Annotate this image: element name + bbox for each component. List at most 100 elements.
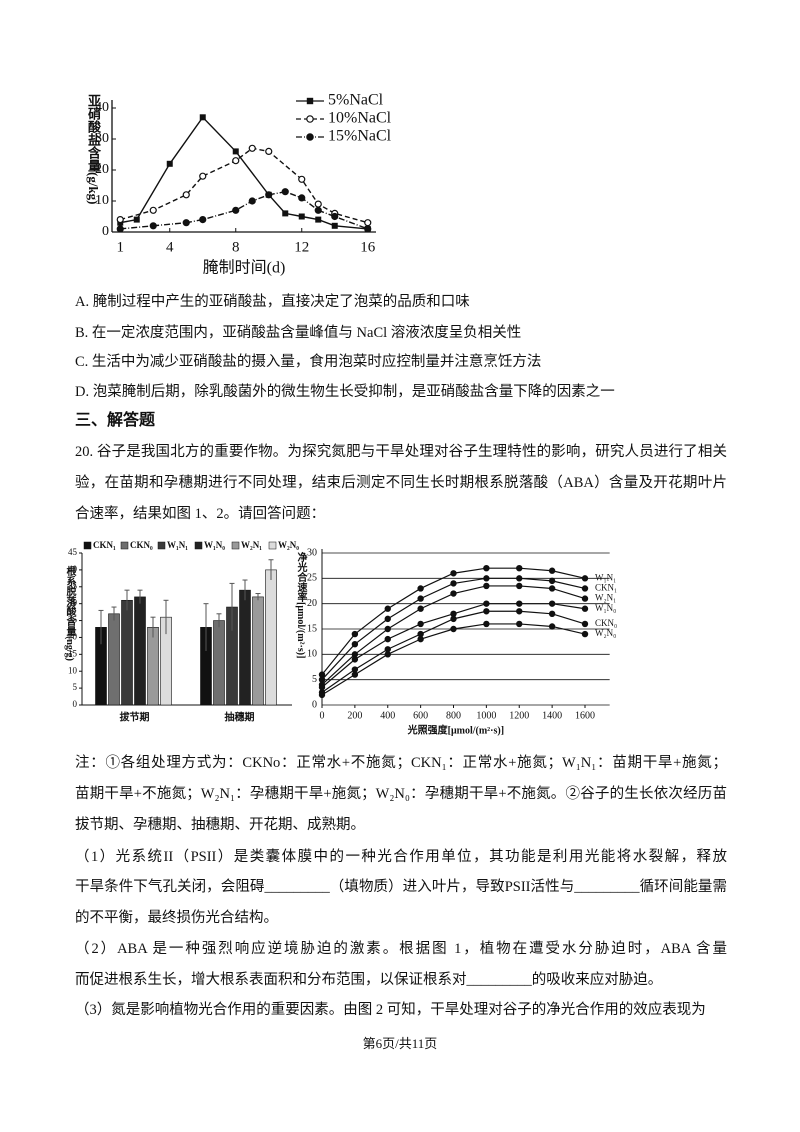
y-tick-label: 20 xyxy=(307,598,317,609)
marker xyxy=(450,625,457,633)
marker xyxy=(483,565,490,572)
marker xyxy=(384,646,391,653)
text-line: 而促进根系生长，增大根系表面积和分布范围，以保证根系对_________的吸收来… xyxy=(75,972,663,988)
x-tick-label: 4 xyxy=(166,239,174,255)
y-tick-label: 0 xyxy=(102,224,109,239)
marker xyxy=(581,595,589,602)
marker xyxy=(182,191,190,199)
y-tick-label: 30 xyxy=(68,598,78,608)
marker xyxy=(282,210,289,217)
x-tick-label: 1200 xyxy=(509,710,529,721)
bar xyxy=(239,589,251,706)
legend-label: 5%NaCl xyxy=(328,92,384,109)
marker xyxy=(384,635,391,643)
marker xyxy=(298,194,306,202)
y-tick-label: 5 xyxy=(73,682,78,692)
marker xyxy=(314,200,322,208)
marker xyxy=(298,213,305,220)
marker xyxy=(417,585,424,592)
marker xyxy=(351,666,359,673)
marker xyxy=(281,188,289,196)
legend-label: W₂N₀ xyxy=(278,540,299,550)
marker xyxy=(384,615,391,623)
marker xyxy=(483,608,490,615)
text-line: 合速率，结果如图 1、2。请回答问题： xyxy=(75,506,326,522)
x-tick-label: 16 xyxy=(360,239,376,255)
marker xyxy=(417,595,424,602)
marker xyxy=(384,625,391,633)
marker xyxy=(315,216,322,223)
marker xyxy=(182,219,190,227)
y-tick-label: 25 xyxy=(68,615,78,625)
x-tick-label: 8 xyxy=(232,239,240,255)
marker xyxy=(417,620,424,628)
marker xyxy=(450,570,457,577)
marker xyxy=(417,605,424,612)
marker xyxy=(133,216,140,223)
legend-swatch xyxy=(157,541,166,550)
legend-label: W₁N₁ xyxy=(167,540,188,550)
marker xyxy=(516,608,523,615)
y-tick-label: 10 xyxy=(307,649,317,660)
section-title: 三、解答题 xyxy=(75,412,156,429)
text-line: 干旱条件下气孔关闭，会阻碍_________（填物质）进入叶片，导致PSII活性… xyxy=(75,879,727,895)
marker xyxy=(248,197,256,205)
option: D. 泡菜腌制后期，除乳酸菌外的微生物生长受抑制，是亚硝酸盐含量下降的因素之一 xyxy=(75,384,615,400)
x-tick-label: 1400 xyxy=(542,710,562,721)
marker xyxy=(306,133,314,141)
legend-label: 10%NaCl xyxy=(328,110,392,127)
y-tick-label: 5 xyxy=(312,674,317,685)
marker xyxy=(199,114,206,121)
marker xyxy=(351,656,359,663)
x-tick-label: 0 xyxy=(320,710,325,721)
legend-label: W₂N₁ xyxy=(241,540,262,550)
marker xyxy=(199,216,207,224)
bar xyxy=(121,599,133,706)
series-label: W₂N₀ xyxy=(595,628,616,638)
marker xyxy=(318,691,326,699)
marker xyxy=(450,580,457,587)
y-tick-label: 40 xyxy=(68,564,78,574)
marker xyxy=(116,225,124,233)
marker xyxy=(318,676,326,683)
marker xyxy=(149,206,157,214)
legend-swatch xyxy=(231,541,240,550)
marker xyxy=(384,605,391,612)
marker xyxy=(516,582,523,590)
bar xyxy=(147,627,159,706)
x-tick-label: 1 xyxy=(117,239,125,255)
marker xyxy=(548,610,556,618)
series-label: CKN₁ xyxy=(595,583,617,593)
marker xyxy=(232,157,240,165)
text-line: 20. 谷子是我国北方的重要作物。为探究氮肥与干旱处理对谷子生理特性的影响，研究… xyxy=(75,444,727,460)
marker xyxy=(581,605,589,612)
x-tick-label: 800 xyxy=(446,710,461,721)
marker xyxy=(351,641,359,648)
marker xyxy=(232,148,239,155)
bar xyxy=(213,620,225,706)
marker xyxy=(116,216,124,224)
marker xyxy=(318,684,326,691)
x-tick-label: 400 xyxy=(380,710,395,721)
marker xyxy=(450,610,457,618)
marker xyxy=(306,115,314,123)
y-tick-label: 30 xyxy=(95,131,109,146)
legend-label: CKN₀ xyxy=(130,540,153,550)
y-axis-label: 根系脱落酸含量(ng/g) xyxy=(64,566,75,661)
x-tick-label: 200 xyxy=(347,710,362,721)
text-line: 注：①各组处理方式为：CKNo：正常水+不施氮；CKN₁：正常水+施氮；W₁N₁… xyxy=(75,755,727,771)
marker xyxy=(331,212,339,221)
x-tick-label: 1600 xyxy=(575,710,595,721)
y-tick-label: 30 xyxy=(307,547,317,558)
marker xyxy=(298,175,306,183)
y-tick-label: 35 xyxy=(68,581,78,591)
y-tick-label: 45 xyxy=(68,547,78,557)
marker xyxy=(364,219,372,227)
marker xyxy=(483,582,490,590)
legend-swatch xyxy=(120,541,129,550)
x-tick-label: 1000 xyxy=(476,710,496,721)
marker xyxy=(417,630,424,638)
marker xyxy=(483,620,490,628)
marker xyxy=(548,585,556,592)
